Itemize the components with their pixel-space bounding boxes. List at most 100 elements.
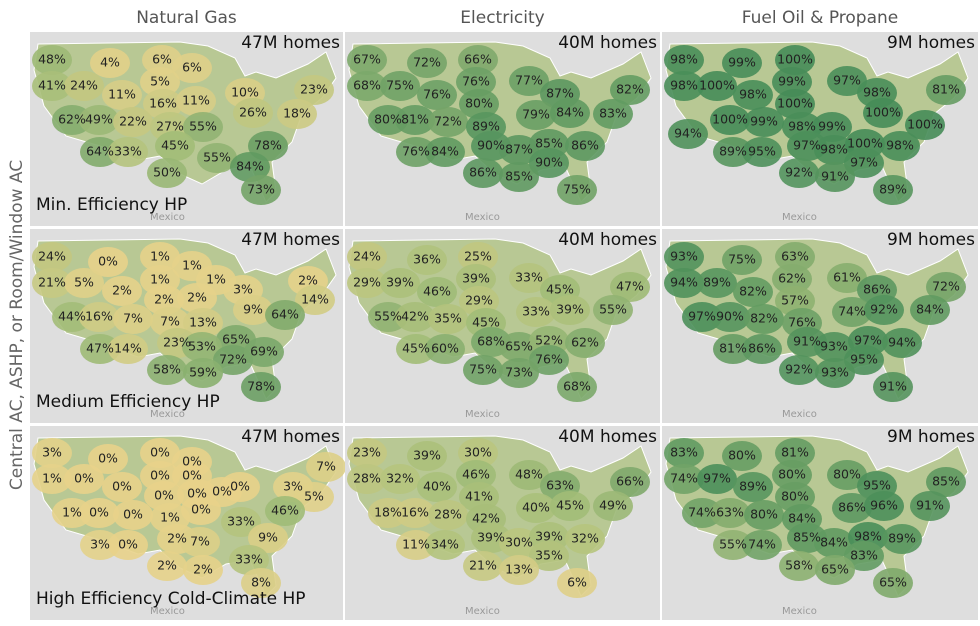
state-value-label: 0% — [191, 502, 211, 517]
state-region — [815, 162, 855, 192]
state-value-label: 86% — [571, 138, 599, 153]
state-value-label: 63% — [546, 478, 574, 493]
state-value-label: 58% — [785, 558, 813, 573]
state-value-label: 78% — [254, 138, 282, 153]
state-region — [710, 302, 750, 332]
state-value-label: 0% — [182, 454, 202, 469]
state-region — [499, 358, 539, 388]
state-value-label: 98% — [820, 142, 848, 157]
state-value-label: 91% — [821, 169, 849, 184]
state-region — [183, 308, 223, 338]
state-region — [347, 438, 387, 468]
state-value-label: 11% — [108, 87, 136, 102]
state-value-label: 100% — [712, 112, 748, 127]
state-value-label: 62% — [58, 112, 86, 127]
state-value-label: 84% — [916, 302, 944, 317]
state-region — [742, 530, 782, 560]
state-value-label: 0% — [150, 468, 170, 483]
state-region — [557, 372, 597, 402]
column-header: Fuel Oil & Propane — [742, 8, 899, 28]
state-region — [779, 158, 819, 188]
state-region — [241, 568, 281, 598]
map-panel: 98% 99% 100%98% 100%98%99% 97%98% 81%100%100%… — [662, 32, 978, 226]
state-value-label: 30% — [505, 535, 533, 550]
state-value-label: 2% — [112, 283, 132, 298]
watermark: Mexico — [150, 212, 185, 223]
state-value-label: 2% — [298, 273, 318, 288]
state-region — [241, 372, 281, 402]
state-value-label: 7% — [160, 314, 180, 329]
state-region — [864, 295, 904, 325]
state-region — [516, 493, 556, 523]
state-value-label: 95% — [850, 352, 878, 367]
state-value-label: 93% — [820, 339, 848, 354]
state-value-label: 2% — [167, 531, 187, 546]
state-value-label: 49% — [599, 498, 627, 513]
state-value-label: 75% — [469, 362, 497, 377]
state-region — [550, 491, 590, 521]
state-value-label: 1% — [150, 249, 170, 264]
state-region — [248, 523, 288, 553]
map-panel: 48% 4% 6% 6% 41% 24% 11% 5% 10% 23% 16% 11% 62% 49% 22… — [30, 32, 343, 226]
state-value-label: 55% — [374, 309, 402, 324]
state-region — [516, 297, 556, 327]
state-value-label: 35% — [535, 548, 563, 563]
homes-count: 9M homes — [887, 230, 975, 250]
state-region — [182, 332, 222, 362]
state-value-label: 1% — [62, 505, 82, 520]
state-region — [557, 568, 597, 598]
state-region — [664, 242, 704, 272]
state-value-label: 30% — [464, 445, 492, 460]
state-region — [815, 358, 855, 388]
state-region — [294, 482, 334, 512]
state-region — [812, 112, 852, 142]
state-value-label: 62% — [778, 271, 806, 286]
state-region — [176, 86, 216, 116]
state-region — [407, 441, 447, 471]
homes-count: 47M homes — [241, 230, 340, 250]
state-region — [926, 75, 966, 105]
map-panel: 93% 75% 63%94% 89%82%62% 61%86% 72%57%97% 90% 8… — [662, 229, 978, 423]
state-value-label: 84% — [431, 144, 459, 159]
state-value-label: 65% — [879, 575, 907, 590]
watermark: Mexico — [782, 409, 817, 420]
state-value-label: 72% — [434, 114, 462, 129]
state-region — [102, 80, 142, 110]
state-value-label: 95% — [748, 144, 776, 159]
state-value-label: 90% — [716, 309, 744, 324]
state-value-label: 7% — [123, 311, 143, 326]
state-region — [80, 530, 120, 560]
state-value-label: 100% — [699, 78, 735, 93]
state-region — [463, 355, 503, 385]
state-value-label: 91% — [793, 334, 821, 349]
state-value-label: 1% — [206, 272, 226, 287]
state-region — [772, 67, 812, 97]
state-region — [499, 332, 539, 362]
state-value-label: 22% — [119, 114, 147, 129]
state-value-label: 46% — [423, 284, 451, 299]
state-region — [108, 530, 148, 560]
state-value-label: 86% — [748, 341, 776, 356]
state-value-label: 40% — [423, 479, 451, 494]
state-region — [844, 541, 884, 571]
state-value-label: 28% — [434, 507, 462, 522]
state-value-label: 0% — [123, 507, 143, 522]
state-value-label: 82% — [750, 311, 778, 326]
state-region — [88, 247, 128, 277]
state-value-label: 85% — [932, 474, 960, 489]
state-region — [775, 438, 815, 468]
state-value-label: 100% — [907, 117, 943, 132]
state-value-label: 10% — [231, 85, 259, 100]
state-value-label: 72% — [932, 279, 960, 294]
state-region — [79, 498, 119, 528]
state-value-label: 84% — [820, 535, 848, 550]
state-region — [463, 158, 503, 188]
row-label: Min. Efficiency HP — [36, 195, 187, 215]
state-value-label: 80% — [750, 507, 778, 522]
homes-count: 47M homes — [241, 427, 340, 447]
state-value-label: 57% — [781, 293, 809, 308]
state-value-label: 16% — [401, 505, 429, 520]
state-value-label: 99% — [818, 119, 846, 134]
state-region — [529, 541, 569, 571]
state-region — [664, 438, 704, 468]
